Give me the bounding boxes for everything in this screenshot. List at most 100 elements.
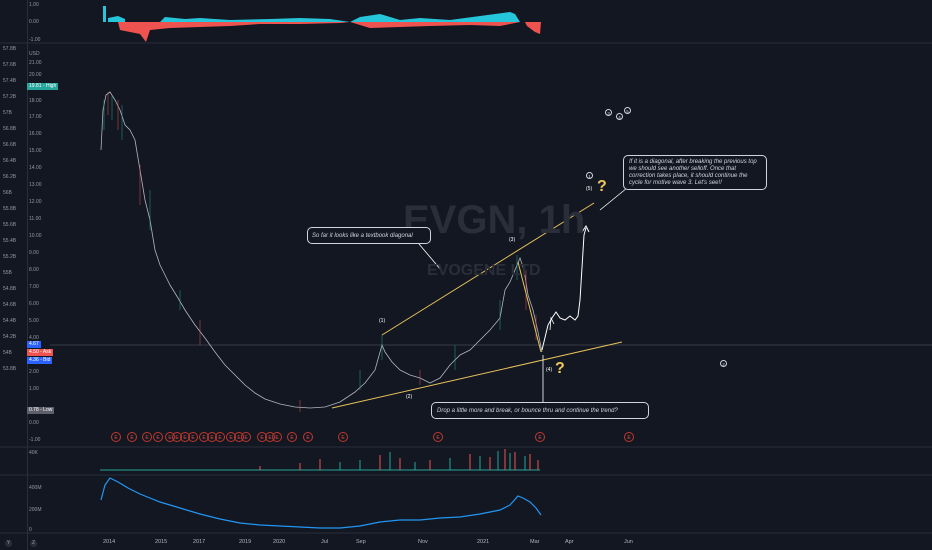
left-tick: 54.6B [3,302,17,308]
price-tick: 8.00 [29,267,39,273]
volume-axis-label: 40K [29,450,38,456]
drop-note[interactable]: Drop a little more and break, or bounce … [431,402,649,419]
x-axis-label: 2021 [477,539,490,545]
price-axis[interactable]: 1.00 0.00 -1.00 USD 21.00 20.00 18.00 17… [27,0,49,550]
price-tick: 1.00 [29,386,39,392]
x-axis-label: Mar [530,539,540,545]
wave-circle-5: 5 [624,107,631,114]
wave-circle-2: 2 [720,360,727,367]
x-axis-label: Apr [565,539,574,545]
price-tick: 11.00 [29,216,42,222]
dollar-volume-tick: 0 [29,527,32,533]
diagonal-note[interactable]: So far it looks like a textbook diagonal [307,227,431,244]
dollar-volume-line [100,477,542,529]
zoom-icon[interactable]: Z [30,540,37,547]
price-tick: 13.00 [29,182,42,188]
last-price-tag: 4.67 [27,341,41,348]
left-tick: 53.8B [3,366,17,372]
price-tick: 16.00 [29,131,42,137]
price-tick: 12.00 [29,199,42,205]
price-tick: 18.00 [29,98,42,104]
volume-bars [100,449,540,471]
left-tick: 56.6B [3,142,17,148]
earnings-marker[interactable]: E [535,432,545,442]
symbol-watermark: EVGN, 1h [403,198,586,242]
ask-price-tag: 4.50 - Ask [27,349,54,356]
osc-tick: -1.00 [29,37,41,43]
earnings-marker[interactable]: E [287,432,297,442]
earnings-marker[interactable]: E [188,432,198,442]
earnings-marker[interactable]: E [624,432,634,442]
left-tick: 55.6B [3,222,17,228]
upper-trendline [381,202,595,336]
earnings-marker[interactable]: E [338,432,348,442]
low-price-tag: 0.78 - Low [27,407,55,414]
wave-label-2: (2) [406,394,413,400]
earnings-marker[interactable]: E [241,432,251,442]
left-tick: 56.4B [3,158,17,164]
price-series [100,91,543,409]
osc-tick: 1.00 [29,2,39,8]
company-watermark: EVOGENE LTD [427,262,541,279]
x-axis-label: 2017 [193,539,206,545]
diagonal-plan-note[interactable]: If it is a diagonal, after breaking the … [623,155,767,190]
price-tick: 0.00 [29,420,39,426]
y-axis-toggle-icon[interactable]: Y [5,540,12,547]
price-tick: 7.00 [29,284,39,290]
price-tick: 14.00 [29,165,42,171]
price-tick: 4.00 [29,335,39,341]
question-mark-lower: ? [555,360,565,377]
x-axis-label: 2015 [155,539,168,545]
price-tick: 5.00 [29,318,39,324]
left-tick: 56.2B [3,174,17,180]
wave-label-5: (5) [586,186,593,192]
left-tick: 55.2B [3,254,17,260]
bid-price-tag: 4.36 - Bid [27,357,53,364]
left-tick: 57.4B [3,78,17,84]
price-tick: 2.00 [29,369,39,375]
left-tick: 56B [3,190,12,196]
price-tick: 15.00 [29,148,42,154]
x-axis-label: Sep [356,539,366,545]
wave-label-1: (1) [379,318,386,324]
price-tick: 6.00 [29,301,39,307]
earnings-marker[interactable]: E [127,432,137,442]
x-axis-label: 2019 [239,539,252,545]
wave-label-4: (4) [546,367,553,373]
left-tick: 55.8B [3,206,17,212]
x-axis-label: 2020 [273,539,286,545]
wave-circle-4: 4 [616,113,623,120]
wave-circle-3: 3 [605,109,612,116]
dollar-volume-tick: 400M [29,485,42,491]
earnings-marker[interactable]: E [272,432,282,442]
left-tick: 55B [3,270,12,276]
wave-label-3: (3) [509,237,516,243]
projected-path [541,227,587,351]
earnings-marker[interactable]: E [433,432,443,442]
left-tick: 57.2B [3,94,17,100]
x-axis-label: Jul [321,539,329,545]
left-tick: 54.8B [3,286,17,292]
earnings-marker[interactable]: E [111,432,121,442]
left-tick: 54.2B [3,334,17,340]
earnings-marker[interactable]: E [142,432,152,442]
earnings-marker[interactable]: E [215,432,225,442]
x-axis-label: 2014 [103,539,116,545]
left-tick: 57.8B [3,46,17,52]
price-tick: 10.00 [29,233,42,239]
price-tick: 21.00 [29,60,42,66]
currency-label: USD [29,51,40,57]
earnings-marker[interactable]: E [153,432,163,442]
price-tick: 17.00 [29,114,42,120]
left-axis[interactable]: 57.8B 57.6B 57.4B 57.2B 57B 56.8B 56.6B … [0,0,28,550]
left-tick: 55.4B [3,238,17,244]
price-tick: 20.00 [29,72,42,78]
earnings-marker[interactable]: E [303,432,313,442]
left-tick: 54B [3,350,12,356]
left-tick: 57.6B [3,62,17,68]
question-mark-upper: ? [597,178,607,195]
x-axis-label: Jun [624,539,633,545]
lower-trendline [331,341,623,409]
price-tick: 9.00 [29,250,39,256]
